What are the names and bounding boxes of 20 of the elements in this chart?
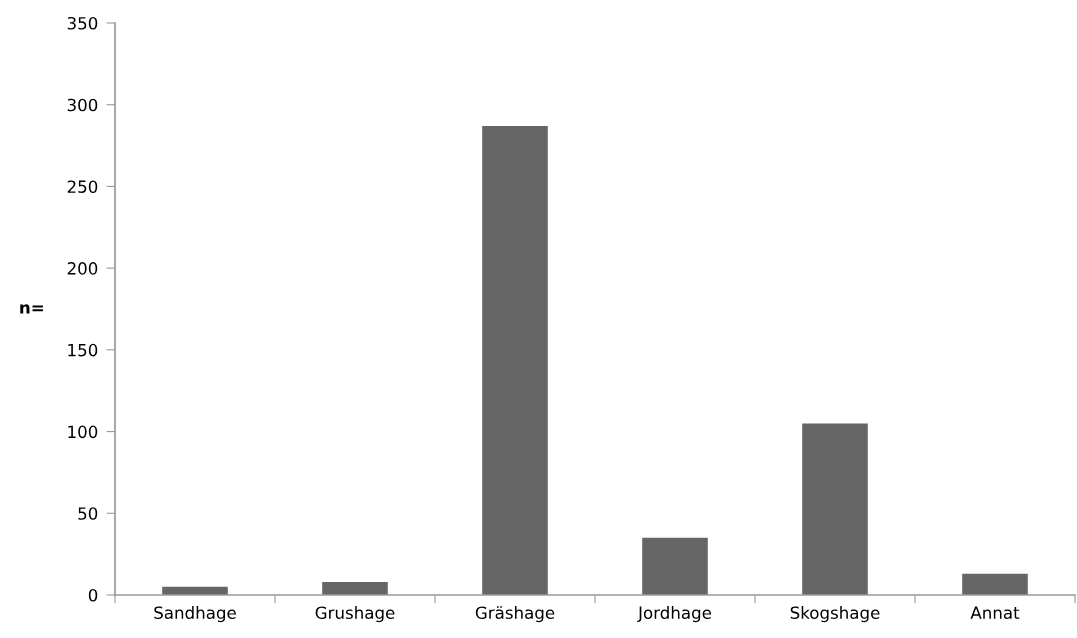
x-tick-label: Annat — [970, 606, 1020, 620]
y-tick-label: 350 — [67, 16, 98, 30]
x-tick-label: Gräshage — [475, 606, 555, 623]
y-tick-label: 50 — [78, 507, 98, 520]
y-tick-label: 250 — [67, 180, 98, 193]
y-tick-label: 0 — [88, 588, 98, 602]
y-tick-label: 300 — [67, 98, 98, 112]
bar — [642, 537, 708, 595]
bar — [802, 423, 868, 595]
bar — [962, 573, 1028, 595]
y-tick-label: 100 — [68, 425, 98, 439]
x-tick-label: Sandhage — [154, 606, 236, 623]
y-tick-label: 150 — [68, 343, 98, 357]
bar — [482, 125, 548, 595]
y-tick-label: 200 — [67, 262, 98, 275]
bar — [322, 581, 388, 595]
x-tick-label: Grushage — [315, 606, 395, 623]
x-tick-label: Skogshage — [790, 606, 880, 623]
y-axis-title: n= — [20, 304, 43, 314]
x-tick-label: Jordhage — [637, 606, 712, 623]
